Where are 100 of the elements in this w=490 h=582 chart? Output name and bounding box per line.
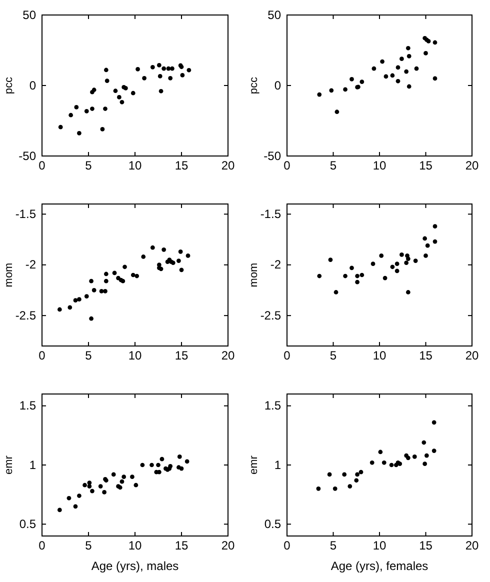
point (317, 92, 322, 97)
point (99, 289, 104, 294)
point (84, 294, 89, 298)
point (396, 78, 400, 84)
point (178, 249, 183, 254)
point (394, 268, 400, 274)
point (130, 90, 136, 96)
x-tick-label: 20 (465, 158, 479, 173)
point (424, 453, 429, 458)
y-tick-label: 0.5 (264, 517, 282, 532)
point (156, 63, 162, 68)
point (422, 440, 426, 445)
y-axis-title: emr (3, 455, 15, 474)
point (150, 64, 155, 70)
point (74, 105, 79, 110)
point (89, 278, 94, 284)
point (113, 88, 118, 94)
point (370, 262, 376, 266)
x-tick-label: 5 (330, 538, 337, 553)
point (350, 76, 354, 82)
point (104, 278, 108, 284)
y-tick-label: -50 (18, 148, 36, 163)
point (343, 274, 348, 278)
point (177, 454, 182, 459)
point (68, 305, 72, 310)
point (122, 264, 127, 270)
x-tick-label: 5 (330, 158, 337, 173)
point (120, 479, 124, 484)
point (355, 280, 360, 284)
point (68, 112, 74, 118)
point (103, 289, 108, 294)
x-tick-label: 5 (85, 158, 92, 173)
x-tick-label: 10 (128, 158, 142, 173)
point (184, 459, 190, 464)
point (142, 76, 146, 80)
x-tick-label: 10 (372, 538, 386, 553)
point (57, 307, 62, 312)
point (406, 84, 412, 89)
point (394, 262, 400, 266)
x-tick-label: 5 (330, 348, 337, 363)
y-axis-title: pcc (248, 76, 260, 94)
y-axis-title: mom (248, 262, 260, 288)
point (162, 247, 166, 252)
point (186, 68, 192, 72)
y-axis-title: pcc (3, 76, 15, 94)
x-tick-label: 0 (38, 538, 46, 553)
point (343, 87, 348, 92)
point (103, 106, 108, 111)
y-tick-label: 1.5 (264, 398, 282, 413)
x-tick-label: 0 (284, 348, 291, 363)
y-axis-title: mom (3, 262, 15, 288)
point (400, 252, 404, 257)
point (66, 496, 72, 500)
point (100, 127, 105, 132)
point (378, 450, 383, 454)
y-tick-label: 1 (29, 458, 36, 472)
point (414, 66, 419, 71)
point (348, 484, 352, 488)
x-tick-label: 5 (85, 538, 92, 553)
point (413, 258, 418, 263)
point (77, 297, 82, 302)
point (87, 484, 92, 488)
x-tick-label: 15 (174, 538, 188, 553)
x-tick-label: 5 (85, 348, 92, 363)
point (412, 454, 417, 459)
point (102, 490, 106, 494)
x-tick-label: 15 (419, 538, 433, 553)
point (150, 462, 154, 468)
y-tick-label: -2 (25, 258, 36, 272)
point (57, 508, 62, 512)
point (104, 68, 108, 72)
point (384, 74, 388, 79)
y-tick-label: -1.5 (15, 206, 36, 221)
point (180, 73, 185, 78)
point (404, 69, 409, 74)
point (406, 256, 410, 261)
point (92, 288, 96, 292)
x-tick-label: 10 (372, 348, 386, 363)
point (389, 462, 394, 468)
y-tick-label: -2.5 (260, 308, 282, 322)
point (424, 254, 428, 258)
point (84, 108, 89, 114)
point (160, 456, 164, 462)
point (350, 266, 354, 270)
point (328, 258, 333, 262)
point (400, 56, 404, 62)
point (432, 239, 438, 244)
point (334, 110, 340, 114)
point (406, 54, 412, 58)
y-tick-label: -2 (270, 258, 282, 272)
x-tick-label: 20 (221, 538, 235, 553)
point (104, 78, 110, 84)
x-tick-label: 0 (284, 538, 291, 553)
point (390, 264, 395, 270)
point (134, 482, 138, 488)
point (89, 316, 94, 321)
point (332, 486, 338, 491)
point (77, 130, 82, 136)
point (404, 260, 409, 266)
x-tick-label: 10 (372, 158, 386, 173)
